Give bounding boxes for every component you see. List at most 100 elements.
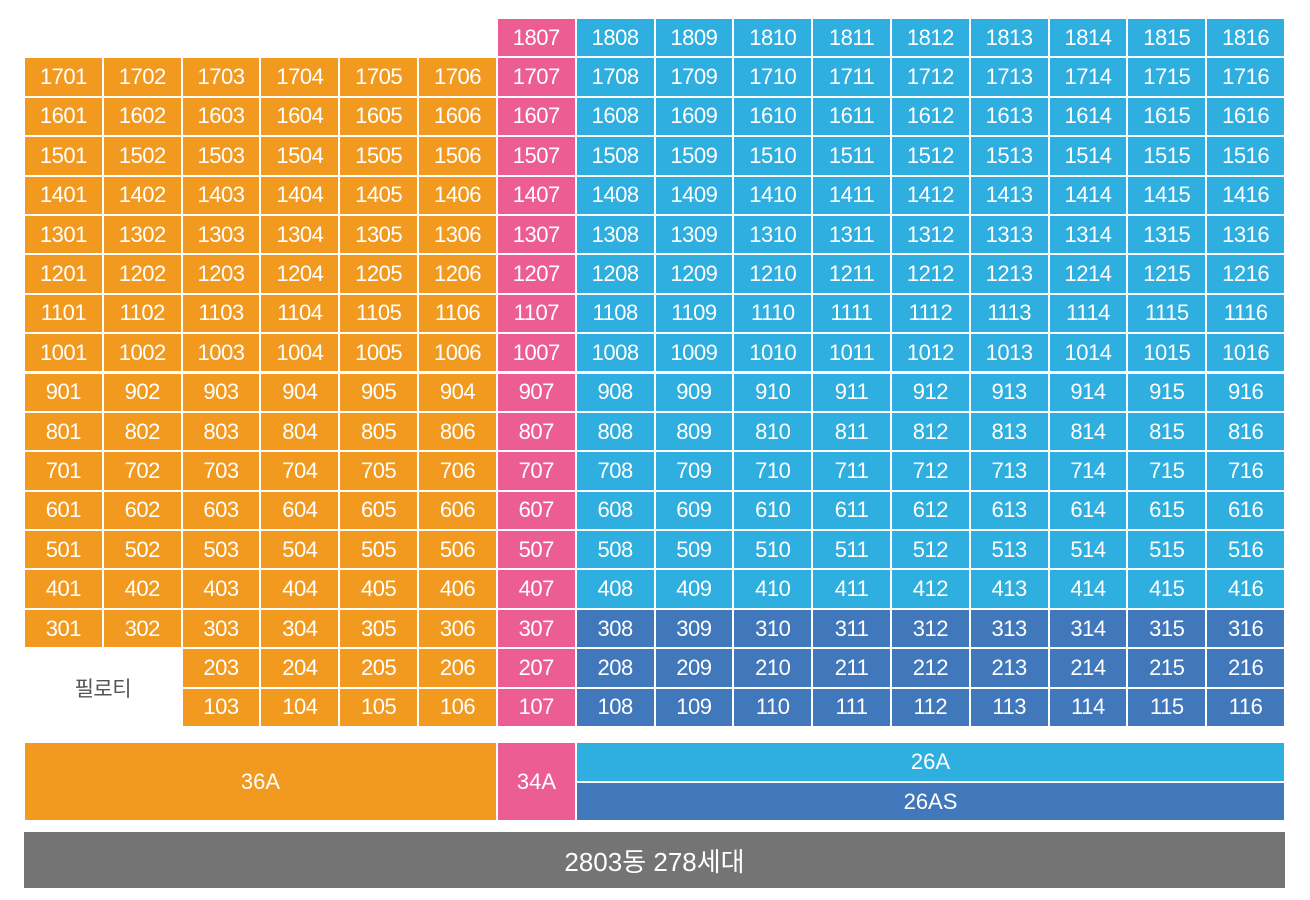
unit-cell: 910 <box>733 372 813 412</box>
unit-cell: 1107 <box>496 293 576 334</box>
unit-cell: 509 <box>654 530 734 570</box>
unit-cell: 1108 <box>575 293 655 334</box>
unit-cell: 113 <box>969 687 1049 727</box>
unit-cell: 709 <box>654 451 734 491</box>
unit-cell: 1001 <box>24 333 103 373</box>
unit-cell: 507 <box>496 530 576 570</box>
unit-cell: 611 <box>812 490 891 531</box>
unit-cell: 1301 <box>24 214 103 255</box>
unit-cell: 1313 <box>969 214 1049 255</box>
unit-cell: 411 <box>812 569 891 609</box>
legend-26a: 26A <box>576 742 1285 782</box>
unit-cell: 605 <box>339 490 419 531</box>
unit-cell: 1013 <box>969 333 1049 373</box>
unit-cell: 1413 <box>969 175 1049 215</box>
unit-cell: 914 <box>1048 372 1128 412</box>
unit-cell: 207 <box>496 648 576 688</box>
unit-cell: 1104 <box>260 293 340 334</box>
unit-cell: 1708 <box>575 57 655 97</box>
unit-cell: 909 <box>654 372 734 412</box>
unit-cell: 1005 <box>339 333 419 373</box>
unit-cell: 602 <box>102 490 182 531</box>
unit-cell: 1705 <box>339 57 419 97</box>
unit-cell: 613 <box>969 490 1049 531</box>
unit-cell: 1816 <box>1206 18 1285 58</box>
unit-cell: 514 <box>1048 530 1128 570</box>
unit-cell: 1704 <box>260 57 340 97</box>
unit-cell: 302 <box>102 608 182 649</box>
unit-cell: 1008 <box>575 333 655 373</box>
unit-cell: 313 <box>969 608 1049 649</box>
unit-cell: 412 <box>890 569 970 609</box>
unit-cell: 810 <box>733 411 813 452</box>
unit-grid: 1807 1808 1809 1810 1811 1812 1813 1814 1815 1816… <box>24 18 1285 727</box>
unit-cell: 1511 <box>812 136 891 176</box>
unit-cell: 504 <box>260 530 340 570</box>
unit-cell: 1412 <box>890 175 970 215</box>
unit-cell: 307 <box>496 608 576 649</box>
unit-cell: 404 <box>260 569 340 609</box>
unit-cell: 1709 <box>654 57 734 97</box>
unit-cell: 516 <box>1206 530 1285 570</box>
unit-cell: 1316 <box>1206 214 1285 255</box>
unit-cell: 1216 <box>1206 254 1285 294</box>
unit-cell: 1702 <box>102 57 182 97</box>
unit-cell: 109 <box>654 687 734 727</box>
unit-cell: 811 <box>812 411 891 452</box>
unit-cell: 1403 <box>181 175 261 215</box>
unit-cell: 1304 <box>260 214 340 255</box>
unit-cell: 407 <box>496 569 576 609</box>
unit-cell: 1102 <box>102 293 182 334</box>
unit-cell: 614 <box>1048 490 1128 531</box>
unit-cell: 106 <box>418 687 497 727</box>
unit-cell: 1614 <box>1048 96 1128 137</box>
unit-cell: 115 <box>1127 687 1207 727</box>
unit-cell: 114 <box>1048 687 1128 727</box>
unit-cell: 1202 <box>102 254 182 294</box>
unit-cell: 214 <box>1048 648 1128 688</box>
unit-cell: 316 <box>1206 608 1285 649</box>
unit-cell: 303 <box>181 608 261 649</box>
unit-cell: 1105 <box>339 293 419 334</box>
unit-cell: 103 <box>181 687 261 727</box>
unit-cell: 1404 <box>260 175 340 215</box>
legend-34a: 34A <box>497 742 576 821</box>
unit-cell: 708 <box>575 451 655 491</box>
unit-cell: 1409 <box>654 175 734 215</box>
unit-cell: 1414 <box>1048 175 1128 215</box>
unit-cell: 612 <box>890 490 970 531</box>
unit-cell: 806 <box>418 411 497 452</box>
unit-cell: 911 <box>812 372 891 412</box>
unit-cell: 1114 <box>1048 293 1128 334</box>
unit-cell: 414 <box>1048 569 1128 609</box>
unit-cell: 1205 <box>339 254 419 294</box>
unit-cell: 1608 <box>575 96 655 137</box>
unit-cell: 315 <box>1127 608 1207 649</box>
unit-cell: 1208 <box>575 254 655 294</box>
unit-cell: 704 <box>260 451 340 491</box>
unit-cell: 1411 <box>812 175 891 215</box>
unit-cell: 1015 <box>1127 333 1207 373</box>
unit-cell: 1807 <box>496 18 576 58</box>
unit-cell: 610 <box>733 490 813 531</box>
unit-cell: 1016 <box>1206 333 1285 373</box>
unit-cell: 301 <box>24 608 103 649</box>
unit-cell: 1310 <box>733 214 813 255</box>
unit-cell: 110 <box>733 687 813 727</box>
unit-cell: 912 <box>890 372 970 412</box>
unit-cell: 1303 <box>181 214 261 255</box>
unit-cell: 902 <box>102 372 182 412</box>
piloti-label: 필로티 <box>24 648 182 727</box>
unit-cell: 213 <box>969 648 1049 688</box>
unit-cell: 508 <box>575 530 655 570</box>
unit-cell: 812 <box>890 411 970 452</box>
unit-cell: 1616 <box>1206 96 1285 137</box>
unit-cell: 116 <box>1206 687 1285 727</box>
unit-cell: 711 <box>812 451 891 491</box>
unit-cell: 609 <box>654 490 734 531</box>
unit-cell: 1509 <box>654 136 734 176</box>
unit-cell: 1308 <box>575 214 655 255</box>
unit-cell: 403 <box>181 569 261 609</box>
unit-cell: 1502 <box>102 136 182 176</box>
unit-cell: 1810 <box>733 18 813 58</box>
